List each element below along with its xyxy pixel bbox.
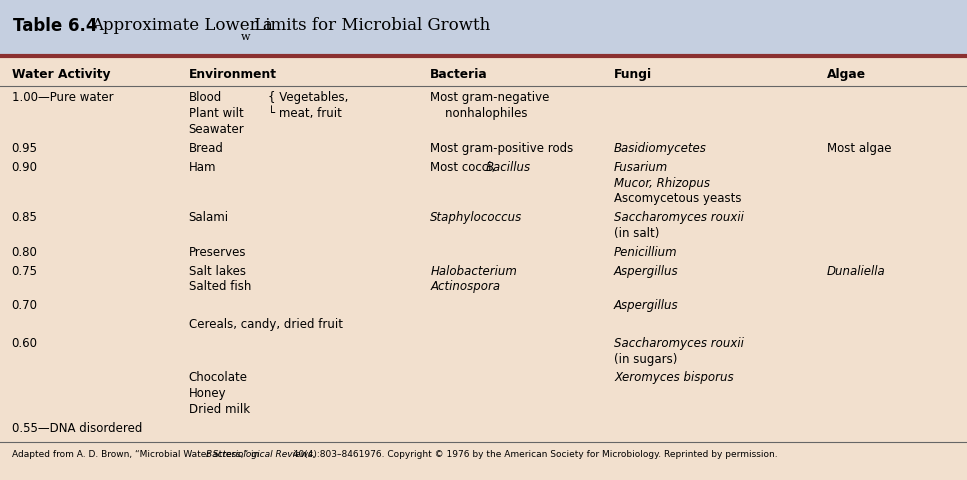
Text: Fungi: Fungi	[614, 68, 652, 81]
Text: Bread: Bread	[189, 142, 223, 155]
Text: Chocolate: Chocolate	[189, 371, 248, 384]
Text: Preserves: Preserves	[189, 245, 246, 258]
Text: Staphylococcus: Staphylococcus	[430, 211, 522, 224]
Text: Most algae: Most algae	[827, 142, 892, 155]
Text: Basidiomycetes: Basidiomycetes	[614, 142, 707, 155]
Text: Limits for Microbial Growth: Limits for Microbial Growth	[249, 17, 489, 35]
Text: Salami: Salami	[189, 211, 228, 224]
Bar	[0, 0, 967, 57]
Text: Salted fish: Salted fish	[189, 280, 251, 293]
Text: nonhalophiles: nonhalophiles	[430, 107, 528, 120]
Text: Dunaliella: Dunaliella	[827, 264, 886, 277]
Text: Environment: Environment	[189, 68, 277, 81]
Text: 0.80: 0.80	[12, 245, 38, 258]
Text: Mucor, Rhizopus: Mucor, Rhizopus	[614, 176, 710, 189]
Text: Bacillus: Bacillus	[486, 160, 531, 173]
Text: Most gram-positive rods: Most gram-positive rods	[430, 142, 573, 155]
Text: Aspergillus: Aspergillus	[614, 299, 679, 312]
Text: Bacteria: Bacteria	[430, 68, 488, 81]
Text: Seawater: Seawater	[189, 123, 245, 136]
Text: Penicillium: Penicillium	[614, 245, 678, 258]
Text: (in sugars): (in sugars)	[614, 352, 678, 365]
Text: Dried milk: Dried milk	[189, 402, 249, 415]
Text: Most gram-negative: Most gram-negative	[430, 91, 549, 104]
Text: Fusarium: Fusarium	[614, 160, 668, 173]
Text: Salt lakes: Salt lakes	[189, 264, 246, 277]
Text: 1.00—Pure water: 1.00—Pure water	[12, 91, 113, 104]
Text: Saccharomyces rouxii: Saccharomyces rouxii	[614, 336, 744, 349]
Text: 0.85: 0.85	[12, 211, 38, 224]
Text: Honey: Honey	[189, 386, 226, 399]
Text: 0.60: 0.60	[12, 336, 38, 349]
Text: Approximate Lower a: Approximate Lower a	[91, 17, 273, 35]
Text: Aspergillus: Aspergillus	[614, 264, 679, 277]
Text: (in salt): (in salt)	[614, 227, 659, 240]
Text: Table 6.4: Table 6.4	[13, 17, 97, 35]
Text: w: w	[241, 32, 250, 41]
Text: 0.55—DNA disordered: 0.55—DNA disordered	[12, 421, 142, 434]
Text: Water Activity: Water Activity	[12, 68, 110, 81]
Text: 0.95: 0.95	[12, 142, 38, 155]
Text: Actinospora: Actinospora	[430, 280, 501, 293]
Text: Algae: Algae	[827, 68, 865, 81]
Text: └ meat, fruit: └ meat, fruit	[268, 107, 341, 120]
Text: Bacteriological Reviews,: Bacteriological Reviews,	[206, 449, 315, 458]
Text: Plant wilt: Plant wilt	[189, 107, 244, 120]
Text: Xeromyces bisporus: Xeromyces bisporus	[614, 371, 734, 384]
Text: Most cocci,: Most cocci,	[430, 160, 499, 173]
Text: Cereals, candy, dried fruit: Cereals, candy, dried fruit	[189, 317, 342, 330]
Text: 0.75: 0.75	[12, 264, 38, 277]
Text: Adapted from A. D. Brown, “Microbial Water Stress,” in: Adapted from A. D. Brown, “Microbial Wat…	[12, 449, 262, 458]
Text: { Vegetables,: { Vegetables,	[268, 91, 348, 104]
Text: 40(4):803–8461976. Copyright © 1976 by the American Society for Microbiology. Re: 40(4):803–8461976. Copyright © 1976 by t…	[290, 449, 778, 458]
Text: Saccharomyces rouxii: Saccharomyces rouxii	[614, 211, 744, 224]
Text: Halobacterium: Halobacterium	[430, 264, 517, 277]
Text: Ham: Ham	[189, 160, 216, 173]
Text: 0.70: 0.70	[12, 299, 38, 312]
Text: 0.90: 0.90	[12, 160, 38, 173]
Text: Blood: Blood	[189, 91, 221, 104]
Text: Ascomycetous yeasts: Ascomycetous yeasts	[614, 192, 742, 205]
